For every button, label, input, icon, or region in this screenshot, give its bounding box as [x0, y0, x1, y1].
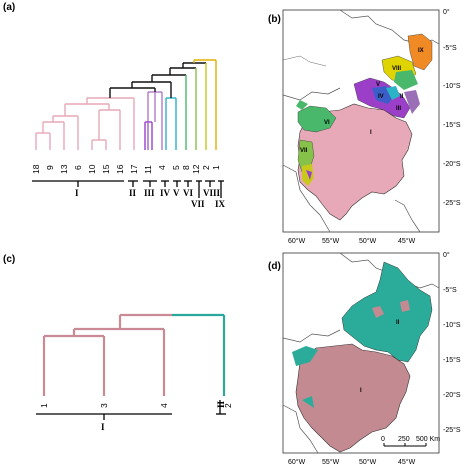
leaf-label: 11	[143, 165, 153, 174]
group-label: VI	[183, 188, 193, 198]
map-b-lat-label: 0°	[443, 8, 450, 16]
map-b-lon-label: 50°W	[359, 237, 377, 245]
leaf-label: 17	[129, 164, 139, 174]
leaf-label: 3	[99, 403, 109, 408]
map-d-lat-label: -20°S	[443, 391, 461, 399]
leaf-label: 2	[201, 165, 211, 170]
map-b-lon-label: 60°W	[288, 237, 306, 245]
panel-label-c: (c)	[3, 254, 15, 265]
dendrogram-c-leaf-labels: 1 3 4 2	[39, 403, 233, 408]
map-d-lon-label: 55°W	[322, 458, 340, 466]
map-b-lat-label: -15°S	[443, 121, 461, 129]
leaf-label: 10	[87, 164, 97, 174]
group-label: IV	[160, 188, 171, 198]
dendrogram-c-group-brackets	[36, 400, 226, 420]
group-label: VIII	[203, 188, 221, 198]
map-b-region-label: IX	[418, 48, 424, 54]
panel-label-a: (a)	[3, 2, 15, 13]
leaf-label: 8	[181, 165, 191, 170]
map-b-lat-label: -25°S	[443, 199, 461, 207]
map-d-lon-label: 60°W	[288, 458, 306, 466]
map-b-region-label: V	[376, 82, 380, 88]
map-d-lon-label: 45°W	[398, 458, 416, 466]
map-d-lat-label: -10°S	[443, 321, 461, 329]
map-b-lat-label: -10°S	[443, 82, 461, 90]
map-d-lon-label: 50°W	[359, 458, 377, 466]
dendrogram-a	[35, 59, 217, 150]
leaf-label: 4	[159, 403, 169, 408]
map-b-region-label: VII	[300, 148, 308, 154]
leaf-label: 15	[101, 164, 111, 174]
map-b-lon-label: 45°W	[398, 237, 416, 245]
dendrogram-c	[42, 313, 226, 396]
map-b-region-label: II	[400, 94, 404, 100]
panel-label-d: (d)	[268, 261, 281, 272]
map-b-lat-label: -5°S	[443, 44, 457, 52]
map-d-region-label: II	[396, 320, 400, 326]
map-b-region-label: VI	[324, 120, 330, 126]
leaf-label: 1	[211, 165, 221, 170]
map-d-lat-label: -5°S	[443, 286, 457, 294]
map-b-region-label: VIII	[392, 66, 401, 72]
map-b-lat-label: -20°S	[443, 160, 461, 168]
group-label: III	[144, 188, 155, 198]
leaf-label: 18	[31, 164, 41, 174]
leaf-label: 12	[191, 164, 201, 174]
map-b-lon-label: 55°W	[322, 237, 340, 245]
scale-bar: 0 250 500 Km	[381, 436, 440, 447]
leaf-label: 13	[59, 164, 69, 174]
panel-label-b: (b)	[268, 14, 281, 25]
group-label: I	[75, 188, 79, 198]
leaf-label: 16	[115, 164, 125, 174]
scale-tick-label: 250	[398, 436, 410, 443]
map-d-region-label: I	[360, 388, 362, 394]
group-label: II	[129, 188, 137, 198]
map-d-lat-label: -15°S	[443, 356, 461, 364]
leaf-label: 6	[73, 165, 83, 170]
leaf-label: 5	[171, 165, 181, 170]
map-d-lat-label: -25°S	[443, 426, 461, 434]
map-b-region-label: III	[396, 106, 401, 112]
leaf-label: 4	[157, 165, 167, 170]
map-b-region-label: I	[370, 130, 372, 136]
group-label: I	[101, 422, 105, 432]
group-label: V	[173, 188, 180, 198]
group-label: II	[216, 400, 226, 408]
map-d-lat-label: 0°	[443, 251, 450, 259]
leaf-label: 1	[39, 403, 49, 408]
leaf-label: 9	[45, 165, 55, 170]
map-d: II I 0 250 500 Km 60°W 55°W 50°W 45°W 0°…	[282, 251, 461, 466]
map-b-region-label: IV	[378, 94, 384, 100]
leaf-label: 2	[223, 403, 233, 408]
scale-tick-label: 500 Km	[416, 436, 440, 443]
scale-tick-label: 0	[381, 436, 385, 443]
group-label: IX	[215, 199, 226, 209]
dendrogram-a-group-brackets	[32, 180, 224, 198]
dendrogram-a-group-labels: I II III IV V VI VII VIII IX	[75, 188, 226, 209]
group-label: VII	[191, 199, 205, 209]
dendrogram-a-leaf-labels: 18 9 13 6 10 15 16 17 14 11 3 4 7 5 8 12…	[31, 164, 221, 174]
map-b: IX VIII VII VI V IV III II I 60°W 55°W 5…	[282, 8, 461, 245]
